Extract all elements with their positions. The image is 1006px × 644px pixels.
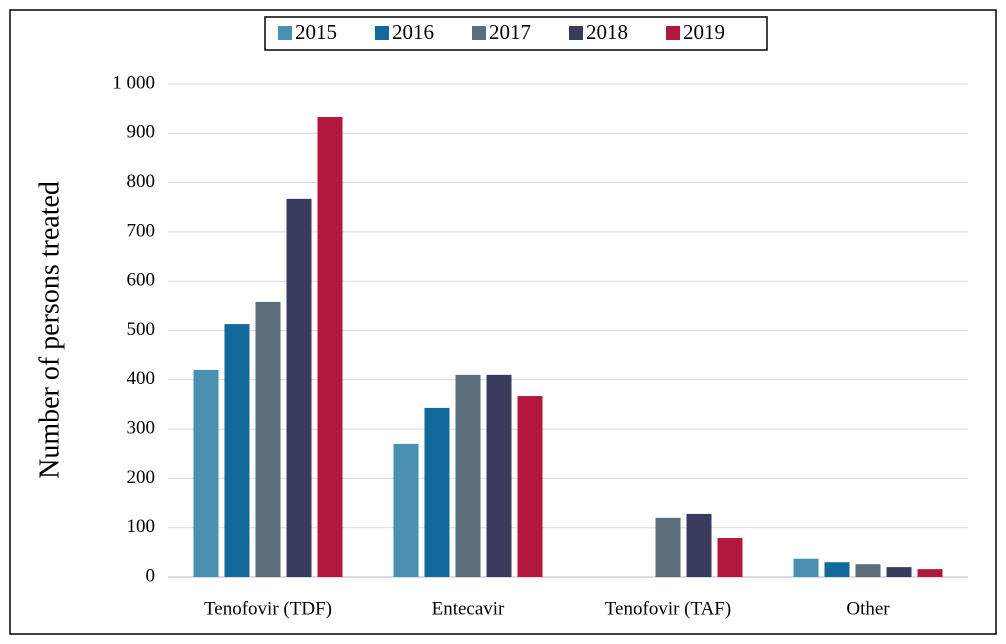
bar [393, 443, 419, 577]
legend-label: 2017 [489, 20, 531, 44]
bar [224, 324, 250, 577]
bar [855, 564, 881, 577]
bar [255, 301, 281, 577]
legend-label: 2019 [683, 20, 725, 44]
legend-swatch [278, 26, 292, 40]
bar [455, 374, 481, 577]
y-tick-label: 300 [127, 417, 156, 438]
legend-label: 2015 [295, 20, 337, 44]
legend-swatch [472, 26, 486, 40]
bar [517, 396, 543, 577]
legend-swatch [375, 26, 389, 40]
y-tick-label: 1 000 [112, 72, 155, 93]
bar [917, 569, 943, 577]
y-tick-label: 500 [127, 319, 156, 340]
legend-label: 2018 [586, 20, 628, 44]
bar [886, 567, 912, 577]
bar [486, 374, 512, 577]
y-tick-label: 100 [127, 516, 156, 537]
x-tick-label: Tenofovir (TDF) [204, 598, 332, 619]
bar [824, 562, 850, 577]
x-tick-label: Entecavir [432, 598, 505, 619]
legend-swatch [569, 26, 583, 40]
y-tick-label: 600 [127, 270, 156, 291]
y-tick-label: 200 [127, 467, 156, 488]
y-tick-label: 700 [127, 220, 156, 241]
x-tick-label: Other [846, 598, 890, 619]
bar [286, 198, 312, 577]
bar [655, 517, 681, 577]
legend: 2015 2016 2017 2018 2019 [264, 16, 768, 51]
legend-label: 2016 [392, 20, 434, 44]
bar [717, 538, 743, 577]
bar [193, 369, 219, 577]
y-axis-label: Number of persons treated [34, 181, 65, 479]
y-tick-label: 400 [127, 368, 156, 389]
legend-swatch [666, 26, 680, 40]
bar [317, 117, 343, 577]
y-tick-label: 0 [146, 565, 156, 586]
x-tick-label: Tenofovir (TAF) [605, 598, 731, 619]
bar [793, 558, 819, 577]
bar [686, 513, 712, 577]
bar [424, 407, 450, 577]
y-tick-label: 900 [127, 122, 156, 143]
legend-box [264, 16, 768, 51]
y-tick-label: 800 [127, 171, 156, 192]
